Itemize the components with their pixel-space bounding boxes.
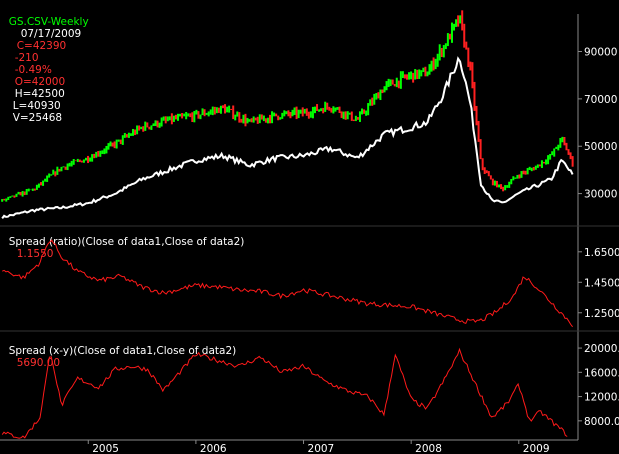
header-change-pct: -0.49% bbox=[14, 64, 52, 76]
header-open: O=42000 bbox=[14, 76, 66, 88]
y-tick-label: 90000 bbox=[584, 47, 617, 59]
x-tick-label: 2009 bbox=[523, 443, 550, 454]
header-symbol: GS.CSV-Weekly bbox=[8, 16, 89, 28]
data2-line bbox=[1, 56, 574, 219]
x-tick-label: 2006 bbox=[200, 443, 227, 454]
spread-diff-panel bbox=[1, 347, 568, 439]
x-tick-label: 2005 bbox=[92, 443, 119, 454]
header-volume: V=25468 bbox=[12, 112, 63, 124]
panel3-header: Spread (x-y)(Close of data1,Close of dat… bbox=[2, 333, 237, 369]
spread-diff-line bbox=[1, 347, 568, 439]
y-tick-label: 12000. bbox=[584, 392, 619, 404]
axes: 30000 50000 70000 90000 1.2500 1.4500 1.6500 80… bbox=[0, 14, 619, 454]
header-close: C=42390 bbox=[16, 40, 67, 52]
header-low: L=40930 bbox=[12, 100, 61, 112]
panel2-title: Spread (ratio)(Close of data1,Close of d… bbox=[8, 236, 245, 248]
y-tick-label: 8000.00 bbox=[584, 416, 619, 428]
y-tick-label: 20000. bbox=[584, 343, 619, 355]
y-tick-label: 1.4500 bbox=[584, 277, 619, 289]
chart-header: GS.CSV-Weekly 07/17/2009 C=42390 -210 -0… bbox=[2, 4, 89, 124]
header-date: 07/17/2009 bbox=[20, 28, 82, 40]
y-tick-label: 16000. bbox=[584, 367, 619, 379]
header-high: H=42500 bbox=[14, 88, 65, 100]
x-tick-label: 2008 bbox=[415, 443, 442, 454]
y-tick-label: 50000 bbox=[584, 141, 617, 153]
spread-ratio-line bbox=[2, 239, 573, 328]
x-tick-label: 2007 bbox=[308, 443, 335, 454]
y-tick-label: 1.6500 bbox=[584, 247, 619, 259]
panel3-title: Spread (x-y)(Close of data1,Close of dat… bbox=[8, 345, 237, 357]
y-tick-label: 1.2500 bbox=[584, 308, 619, 320]
header-change: -210 bbox=[14, 52, 39, 64]
y-tick-label: 70000 bbox=[584, 94, 617, 106]
y-tick-label: 30000 bbox=[584, 189, 617, 201]
price-panel bbox=[1, 10, 574, 219]
spread-ratio-panel bbox=[2, 239, 573, 328]
